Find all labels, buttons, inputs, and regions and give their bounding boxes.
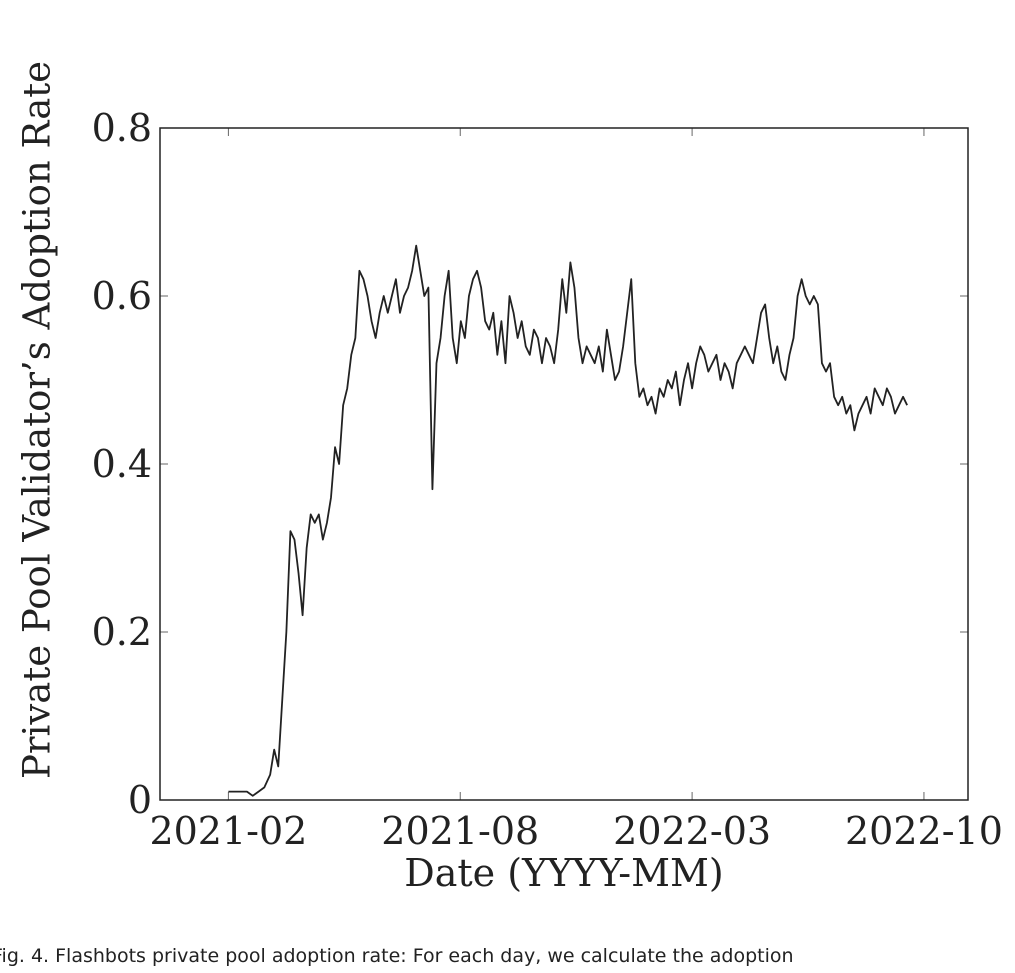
data-line xyxy=(228,244,908,797)
x-tick-label: 2021-08 xyxy=(381,809,539,853)
y-axis-label: Private Pool Validator’s Adoption Rate xyxy=(16,61,59,779)
x-axis-label: Date (YYYY-MM) xyxy=(404,851,723,895)
x-tick-label: 2022-10 xyxy=(845,809,1003,853)
y-tick-label: 0.8 xyxy=(92,106,152,150)
caption: Fig. 4. Flashbots private pool adoption … xyxy=(0,945,794,967)
y-tick-label: 0 xyxy=(128,778,152,822)
x-tick-label: 2022-03 xyxy=(613,809,771,853)
y-tick-label: 0.2 xyxy=(92,610,152,654)
y-tick-label: 0.6 xyxy=(92,274,152,318)
plot-frame xyxy=(159,127,969,801)
y-tick-label: 0.4 xyxy=(92,442,152,486)
x-tick-label: 2021-02 xyxy=(149,809,307,853)
